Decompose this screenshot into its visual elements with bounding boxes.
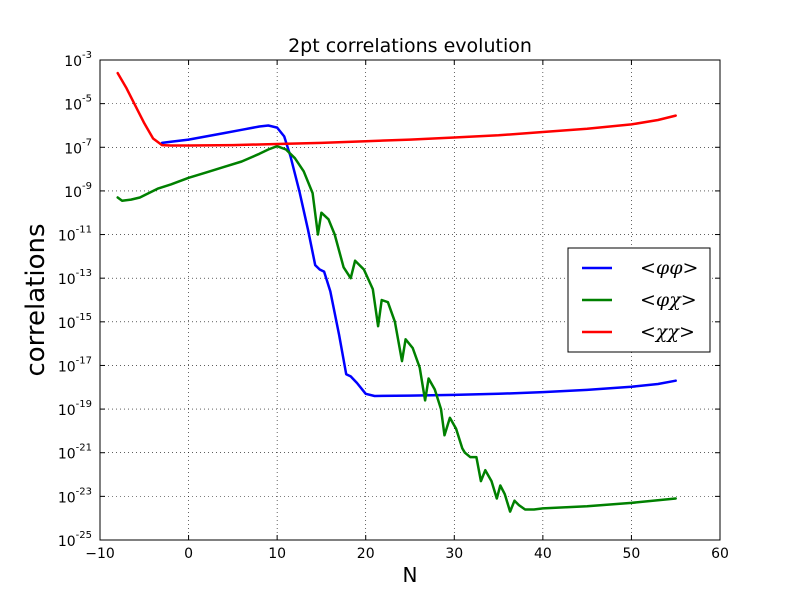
y-tick-exponent: -7 xyxy=(82,137,92,148)
x-tick-label: 40 xyxy=(534,546,552,562)
x-tick-label: 0 xyxy=(184,546,193,562)
y-tick-exponent: -5 xyxy=(82,94,92,105)
y-tick-exponent: -13 xyxy=(76,268,92,279)
y-tick-label: 10-13 xyxy=(58,268,92,288)
y-tick-label: 10-23 xyxy=(58,486,92,506)
y-tick-base: 10 xyxy=(64,54,82,70)
y-tick-base: 10 xyxy=(58,534,76,550)
y-tick-label: 10-17 xyxy=(58,355,92,375)
y-tick-exponent: -25 xyxy=(76,530,92,541)
y-tick-label: 10-3 xyxy=(64,50,92,70)
y-tick-label: 10-21 xyxy=(58,443,92,463)
x-tick-label: 50 xyxy=(623,546,641,562)
y-tick-base: 10 xyxy=(58,403,76,419)
y-tick-exponent: -23 xyxy=(76,486,92,497)
y-tick-label: 10-7 xyxy=(64,137,92,157)
x-tick-label: −10 xyxy=(85,546,115,562)
y-axis-label: correlations xyxy=(21,223,51,376)
x-tick-label: 10 xyxy=(268,546,286,562)
y-tick-exponent: -17 xyxy=(76,355,92,366)
y-tick-label: 10-25 xyxy=(58,530,92,550)
y-tick-label: 10-15 xyxy=(58,312,92,332)
y-tick-exponent: -11 xyxy=(76,225,92,236)
series-line-3 xyxy=(116,71,677,147)
y-tick-base: 10 xyxy=(58,272,76,288)
y-tick-base: 10 xyxy=(58,229,76,245)
chart-title: 2pt correlations evolution xyxy=(288,35,532,57)
y-tick-exponent: -3 xyxy=(82,50,92,61)
y-tick-exponent: -19 xyxy=(76,399,92,410)
series-line-1 xyxy=(160,124,677,398)
plot-frame xyxy=(99,59,721,541)
y-tick-base: 10 xyxy=(58,359,76,375)
legend-label-3: <χχ> xyxy=(640,321,695,343)
y-tick-base: 10 xyxy=(64,98,82,114)
axis-ticks xyxy=(99,59,721,541)
x-axis-label: N xyxy=(403,563,418,587)
y-tick-exponent: -9 xyxy=(82,181,92,192)
y-tick-base: 10 xyxy=(64,141,82,157)
series-line-2 xyxy=(116,144,677,513)
y-tick-exponent: -21 xyxy=(76,443,92,454)
y-tick-base: 10 xyxy=(58,316,76,332)
legend: <φφ> <φχ> <χχ> xyxy=(567,247,711,353)
y-tick-labels: 10-2510-2310-2110-1910-1710-1510-1310-11… xyxy=(58,50,92,550)
series-layer xyxy=(116,71,677,513)
x-tick-label: 60 xyxy=(711,546,729,562)
x-tick-labels: −10 0 10 20 30 40 50 60 xyxy=(85,546,729,562)
y-tick-label: 10-19 xyxy=(58,399,92,419)
y-tick-base: 10 xyxy=(58,490,76,506)
x-tick-label: 20 xyxy=(357,546,375,562)
x-tick-label: 30 xyxy=(445,546,463,562)
y-tick-base: 10 xyxy=(58,447,76,463)
y-tick-base: 10 xyxy=(64,185,82,201)
y-tick-label: 10-5 xyxy=(64,94,92,114)
legend-label-2: <φχ> xyxy=(640,289,697,311)
y-tick-label: 10-9 xyxy=(64,181,92,201)
y-tick-exponent: -15 xyxy=(76,312,92,323)
legend-label-1: <φφ> xyxy=(640,257,698,279)
y-tick-label: 10-11 xyxy=(58,225,92,245)
